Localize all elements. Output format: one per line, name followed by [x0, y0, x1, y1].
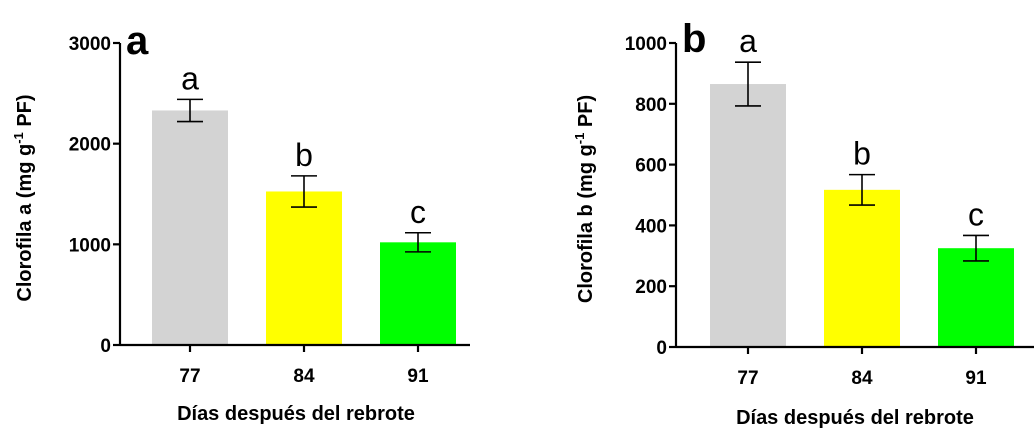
panel-a-y-tick-label: 2000: [69, 135, 111, 156]
panel-b-y-tick-label: 1000: [625, 34, 667, 55]
panel-a-significance-84: b: [295, 137, 313, 173]
panel-a-x-tick-label: 84: [293, 366, 315, 387]
panel-b-x-tick-label: 91: [965, 368, 987, 389]
panel-b-bar-77: [710, 84, 786, 347]
panel-b-y-tick-label: 400: [635, 216, 667, 237]
panel-a-significance-91: c: [410, 194, 426, 230]
panel-a-y-tick-label: 0: [100, 336, 111, 357]
panel-a-y-tick-label: 3000: [69, 34, 111, 55]
panel-b-x-tick-label: 77: [737, 368, 758, 389]
panel-b-bar-84: [824, 190, 900, 347]
panel-a-bar-77: [152, 110, 228, 345]
panel-a-bar-84: [266, 191, 342, 345]
panel-b-significance-91: c: [968, 196, 984, 232]
panel-b-significance-77: a: [739, 23, 757, 59]
panel-a-x-tick-label: 77: [179, 366, 200, 387]
panel-b-y-axis-title: Clorofila b (mg g-1 PF): [572, 95, 597, 303]
panel-a-significance-77: a: [181, 60, 199, 96]
panel-a-x-tick-label: 91: [407, 366, 429, 387]
panel-b-x-tick-label: 84: [851, 368, 873, 389]
panel-a-x-axis-title: Días después del rebrote: [177, 403, 415, 425]
panel-a-y-tick-label: 1000: [69, 235, 111, 256]
panel-b-bar-91: [938, 248, 1014, 347]
panel-b-y-tick-label: 800: [635, 95, 667, 116]
panel-a-y-axis-title: Clorofila a (mg g-1 PF): [11, 94, 36, 301]
panel-a-bar-91: [380, 242, 456, 345]
panel-a-chart: a 77 b 84 c 91 0 1000 2000 3000 Clorofila a (mg g-…: [11, 19, 470, 425]
panel-b-x-axis-title: Días después del rebrote: [736, 407, 974, 429]
panel-b-chart: a 77 b 84 c 91 0 200 400 600 800 1000 Clorofila b (m…: [572, 17, 1034, 429]
panel-b-y-tick-label: 200: [635, 277, 667, 298]
panel-a-panel-letter: a: [126, 19, 149, 63]
panel-b-y-tick-label: 0: [656, 338, 667, 359]
panel-b-panel-letter: b: [682, 17, 706, 61]
panel-b-y-tick-label: 600: [635, 156, 667, 177]
panel-b-significance-84: b: [853, 136, 871, 172]
